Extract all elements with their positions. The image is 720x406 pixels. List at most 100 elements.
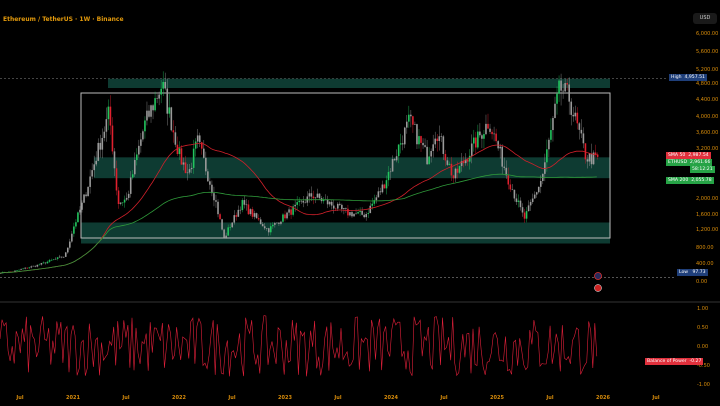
candle xyxy=(42,262,45,264)
sma-slow-tag: SMA 200 2,055.78 xyxy=(666,177,714,184)
candle xyxy=(521,207,524,213)
candle xyxy=(52,259,55,261)
candle xyxy=(477,131,479,148)
candle xyxy=(349,212,351,216)
candle xyxy=(164,81,167,89)
candle xyxy=(75,222,77,227)
candle xyxy=(395,156,398,161)
candle xyxy=(353,213,355,217)
candle xyxy=(535,192,538,195)
high-price-tag: High 4,957.51 xyxy=(669,74,707,81)
support-resistance-zone xyxy=(108,78,610,88)
candle xyxy=(361,210,363,215)
candle xyxy=(107,106,110,120)
candle xyxy=(184,162,187,174)
candle xyxy=(397,144,400,157)
candle xyxy=(192,148,195,168)
support-resistance-zone xyxy=(94,157,610,179)
candle xyxy=(483,134,485,139)
candle xyxy=(245,204,248,206)
candle xyxy=(343,208,345,209)
candle xyxy=(578,123,581,130)
candle xyxy=(148,110,150,117)
candle xyxy=(332,205,335,209)
time-axis-label: Jul xyxy=(16,395,24,401)
candle xyxy=(458,165,461,173)
candle xyxy=(369,205,372,214)
candle xyxy=(162,81,164,89)
price-axis-label: 4,400.00 xyxy=(696,97,719,103)
candle xyxy=(552,117,554,131)
candle xyxy=(211,184,213,194)
candle xyxy=(188,169,191,173)
candle xyxy=(554,103,556,118)
candle xyxy=(133,160,136,175)
candle xyxy=(351,212,353,217)
candle xyxy=(255,213,258,219)
candle xyxy=(438,136,441,141)
candle xyxy=(117,190,120,204)
candle xyxy=(424,145,426,147)
candle xyxy=(38,264,41,266)
candle xyxy=(379,191,382,193)
candle xyxy=(385,180,388,189)
candle xyxy=(347,208,349,216)
candle xyxy=(0,273,2,274)
time-axis-label: Jul xyxy=(652,395,660,401)
candle xyxy=(550,130,552,140)
candle xyxy=(298,200,301,203)
candle xyxy=(556,93,558,104)
candle xyxy=(282,214,284,222)
candle xyxy=(304,202,307,204)
currency-button[interactable]: USD xyxy=(693,13,717,24)
candle xyxy=(367,213,370,214)
candle xyxy=(227,227,229,236)
candle xyxy=(428,156,430,165)
candle xyxy=(209,181,211,185)
candle xyxy=(265,228,268,229)
candle xyxy=(560,80,562,91)
candle xyxy=(440,136,443,137)
candle xyxy=(235,215,238,217)
candle xyxy=(225,235,227,238)
candle xyxy=(525,211,528,219)
candle xyxy=(71,233,73,242)
candle xyxy=(507,175,510,185)
candle xyxy=(359,210,361,213)
candle xyxy=(596,154,599,157)
balance-of-power-line xyxy=(0,315,598,377)
candle xyxy=(22,268,24,270)
candle xyxy=(334,208,337,210)
candle xyxy=(105,119,108,132)
candle xyxy=(418,136,420,145)
bop-axis-label: 1.00 xyxy=(697,306,708,312)
candle xyxy=(156,98,158,99)
candle xyxy=(97,142,100,161)
candle xyxy=(131,174,134,178)
candle xyxy=(489,128,491,132)
candle xyxy=(576,112,579,124)
candle xyxy=(363,214,365,218)
candle xyxy=(300,200,303,202)
candle xyxy=(253,213,256,217)
price-axis-label: 1,200.00 xyxy=(696,227,719,233)
candle xyxy=(580,129,583,134)
candle xyxy=(436,138,439,141)
candle xyxy=(170,107,173,131)
candle xyxy=(16,270,18,271)
dividend-marker-icon xyxy=(594,284,602,292)
candle xyxy=(205,157,207,172)
candle xyxy=(442,136,445,154)
candle xyxy=(336,203,339,209)
bar-countdown: 58:12:21 xyxy=(690,166,715,173)
candle xyxy=(190,167,193,170)
candle xyxy=(239,209,242,211)
candle xyxy=(517,200,520,202)
last-price-tag: ETHUSD 2,961.66 xyxy=(666,159,713,166)
candle xyxy=(375,197,378,201)
candle xyxy=(261,224,264,227)
candle xyxy=(73,226,75,234)
candle xyxy=(357,212,359,214)
candle xyxy=(44,262,47,264)
